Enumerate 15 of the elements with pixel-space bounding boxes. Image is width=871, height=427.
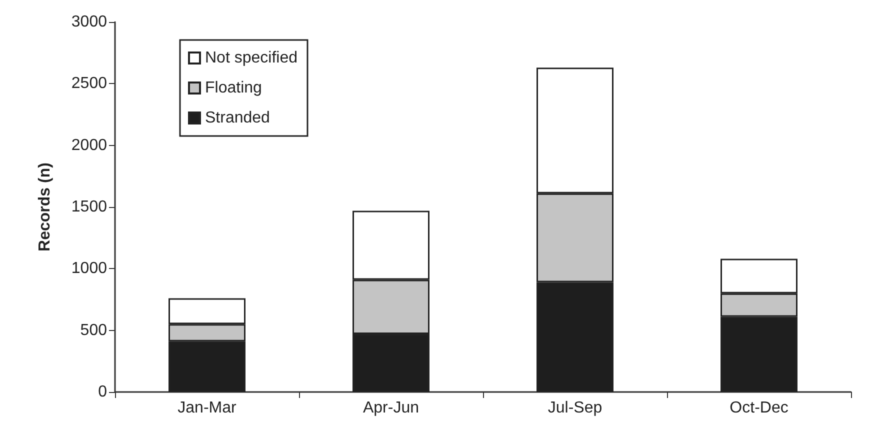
legend-label: Not specified <box>205 50 298 66</box>
x-tick-label: Jan-Mar <box>178 400 238 416</box>
y-tick-label: 2000 <box>71 136 108 154</box>
y-tick-label: 2500 <box>71 75 108 92</box>
y-tick-label: 1500 <box>71 198 108 216</box>
legend-label: Floating <box>205 80 262 96</box>
x-tick-label: Jul-Sep <box>548 400 602 416</box>
y-tick-label: 500 <box>80 322 108 339</box>
legend-label: Stranded <box>205 110 270 126</box>
x-tick-label: Oct-Dec <box>730 400 788 416</box>
x-tick-label: Apr-Jun <box>362 400 420 416</box>
y-tick-label: 3000 <box>71 14 108 30</box>
y-tick-label: 0 <box>98 384 108 400</box>
y-axis-title: Records (n) <box>36 162 54 252</box>
y-tick-label: 1000 <box>71 260 108 278</box>
